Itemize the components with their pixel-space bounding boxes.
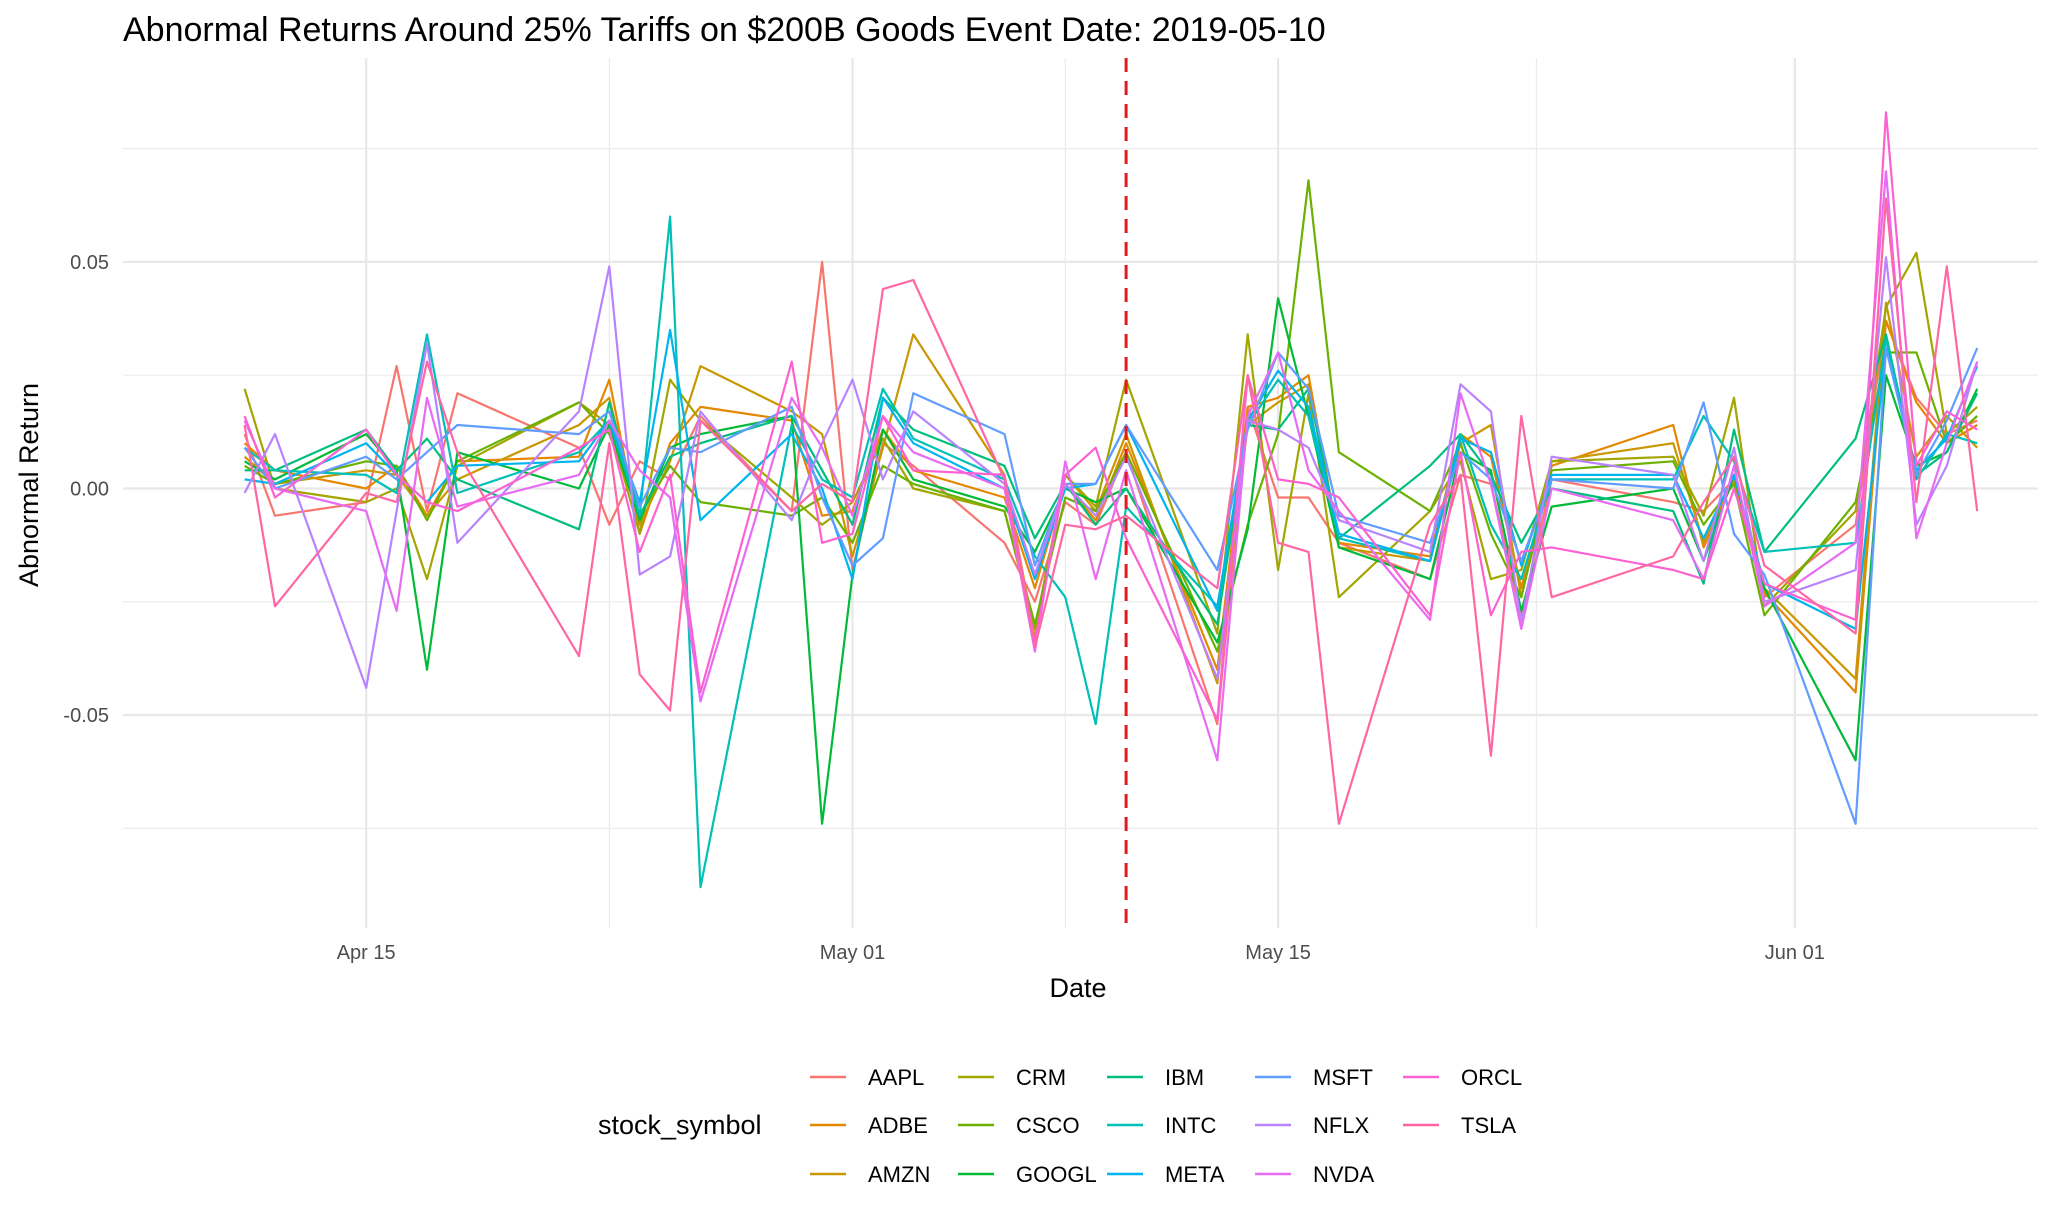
legend-item-csco: CSCO: [958, 1113, 1080, 1138]
legend-item-orcl: ORCL: [1403, 1065, 1522, 1090]
x-tick-label: Jun 01: [1765, 942, 1825, 964]
series-line-tsla: [243, 197, 1979, 825]
series-line-orcl: [243, 111, 1978, 721]
legend-label: NVDA: [1313, 1162, 1374, 1187]
x-tick-label: May 01: [820, 942, 886, 964]
y-tick-label: -0.05: [63, 705, 109, 727]
y-axis-title: Abnormal Return: [14, 383, 44, 587]
x-axis-title: Date: [1049, 973, 1106, 1003]
legend-item-intc: INTC: [1107, 1113, 1216, 1138]
series-lines: [243, 111, 1979, 889]
legend-item-crm: CRM: [958, 1065, 1066, 1090]
series-line-msft: [243, 346, 1979, 825]
grid-minor: [123, 58, 2038, 928]
legend-label: AMZN: [868, 1162, 930, 1187]
legend-item-meta: META: [1107, 1162, 1225, 1187]
x-tick-labels: Apr 15 May 01 May 15 Jun 01: [337, 942, 1825, 964]
legend-label: CSCO: [1016, 1113, 1080, 1138]
series-line-intc: [243, 215, 1978, 889]
legend-label: IBM: [1165, 1065, 1204, 1090]
legend-item-amzn: AMZN: [810, 1162, 930, 1187]
legend-item-nvda: NVDA: [1255, 1162, 1374, 1187]
legend-label: ORCL: [1461, 1065, 1522, 1090]
series-line-crm: [243, 251, 1978, 635]
y-tick-label: 0.00: [70, 478, 109, 500]
legend-item-aapl: AAPL: [810, 1065, 924, 1090]
x-tick-label: May 15: [1245, 942, 1311, 964]
x-tick-label: Apr 15: [337, 942, 396, 964]
legend-label: CRM: [1016, 1065, 1066, 1090]
y-tick-labels: -0.05 0.00 0.05: [63, 252, 109, 727]
legend-item-ibm: IBM: [1107, 1065, 1204, 1090]
legend-item-msft: MSFT: [1255, 1065, 1373, 1090]
legend-label: TSLA: [1461, 1113, 1516, 1138]
legend-label: META: [1165, 1162, 1225, 1187]
legend-label: MSFT: [1313, 1065, 1373, 1090]
legend-item-nflx: NFLX: [1255, 1113, 1370, 1138]
legend-label: AAPL: [868, 1065, 924, 1090]
legend-item-tsla: TSLA: [1403, 1113, 1516, 1138]
legend-label: INTC: [1165, 1113, 1216, 1138]
legend-label: NFLX: [1313, 1113, 1370, 1138]
series-line-nvda: [243, 170, 1979, 762]
legend-title: stock_symbol: [598, 1110, 762, 1140]
y-tick-label: 0.05: [70, 252, 109, 274]
legend-label: ADBE: [868, 1113, 928, 1138]
chart-title: Abnormal Returns Around 25% Tariffs on $…: [123, 11, 1326, 49]
legend: stock_symbol AAPL ADBE AMZN CRM CSCO GOOGL IBM…: [598, 1065, 1522, 1187]
legend-item-adbe: ADBE: [810, 1113, 928, 1138]
series-line-nflx: [243, 256, 1979, 689]
legend-label: GOOGL: [1016, 1162, 1097, 1187]
legend-item-googl: GOOGL: [958, 1162, 1097, 1187]
grid-major: [123, 58, 2038, 928]
